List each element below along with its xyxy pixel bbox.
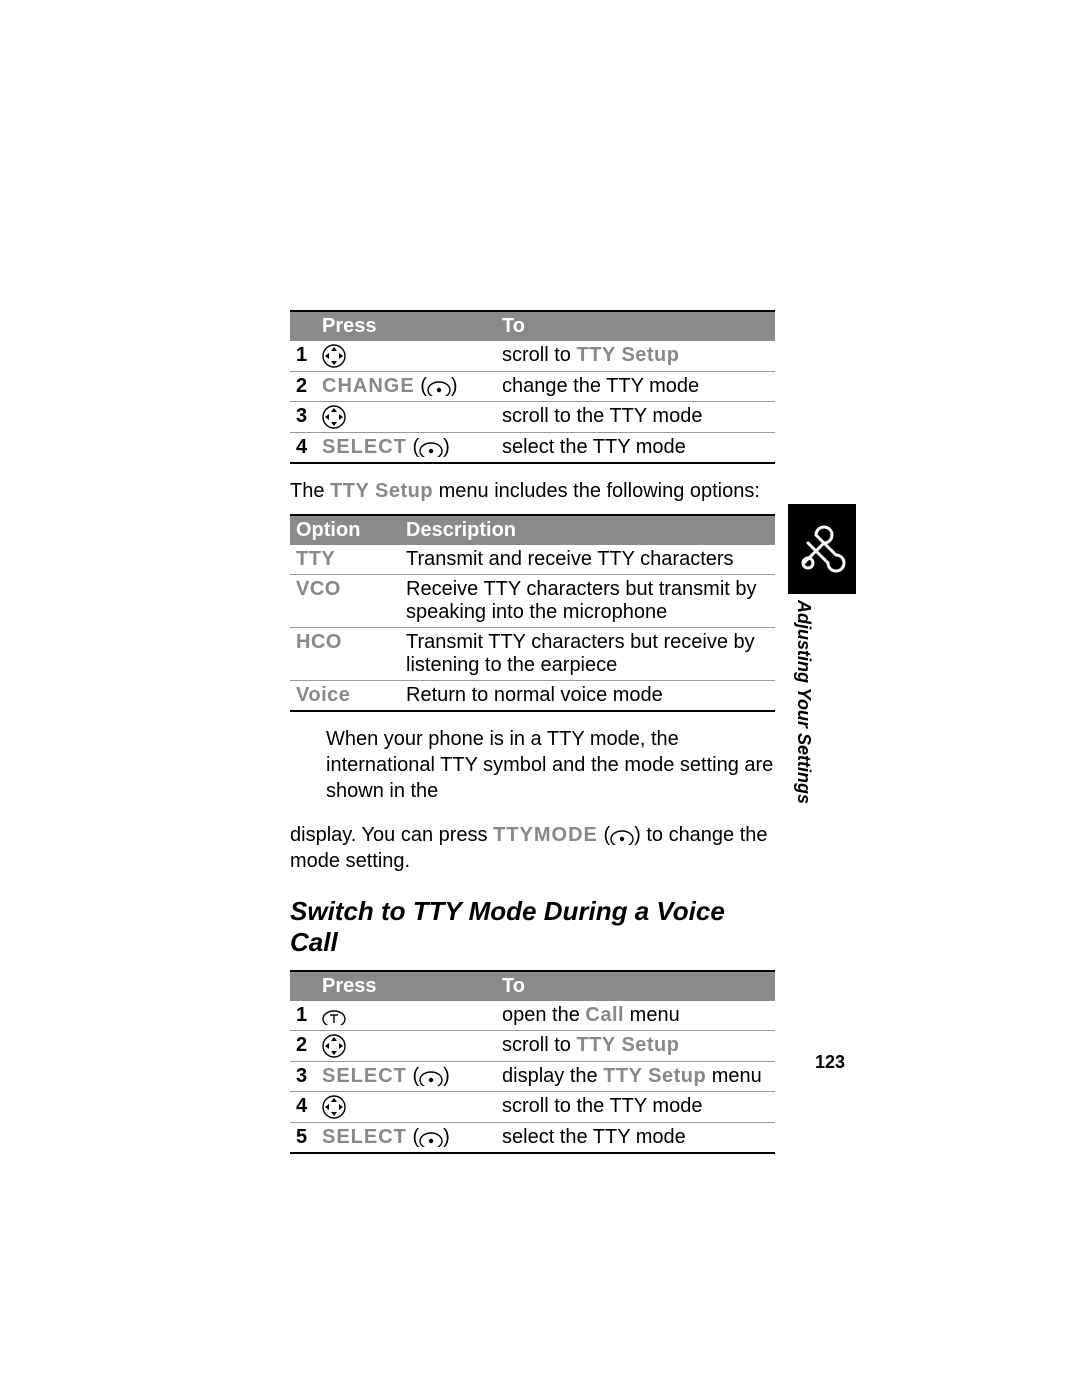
table-row: 3 SELECT () display the TTY Setup menu (290, 1062, 775, 1092)
to-cell: change the TTY mode (496, 372, 775, 402)
nav-4way-icon (322, 344, 346, 368)
softkey-dot-icon (419, 1129, 443, 1147)
to-cell: scroll to TTY Setup (496, 1031, 775, 1062)
press-cell: SELECT () (316, 1123, 496, 1154)
intro-paragraph: The TTY Setup menu includes the followin… (290, 478, 775, 504)
header-press: Press (316, 311, 496, 341)
table-row: Voice Return to normal voice mode (290, 681, 775, 712)
top-key-icon (322, 1007, 346, 1025)
press-cell (316, 402, 496, 433)
to-cell: display the TTY Setup menu (496, 1062, 775, 1092)
description-cell: Transmit TTY characters but receive by l… (400, 628, 775, 681)
to-cell: scroll to TTY Setup (496, 341, 775, 372)
header-to: To (496, 971, 775, 1001)
softkey-dot-icon (427, 378, 451, 396)
nav-4way-icon (322, 1095, 346, 1119)
press-to-table-2: Press To 1 open the Call menu 2 scroll t… (290, 970, 775, 1154)
table-row: 4 SELECT () select the TTY mode (290, 433, 775, 464)
header-option: Option (290, 515, 400, 545)
to-cell: open the Call menu (496, 1001, 775, 1031)
option-cell: TTY (290, 545, 400, 575)
step-number: 2 (290, 372, 316, 402)
table-row: VCO Receive TTY characters but transmit … (290, 575, 775, 628)
settings-tab-icon (788, 504, 856, 594)
nav-4way-icon (322, 1034, 346, 1058)
table-row: 3 scroll to the TTY mode (290, 402, 775, 433)
header-press: Press (316, 971, 496, 1001)
table-row: 4 scroll to the TTY mode (290, 1092, 775, 1123)
option-cell: HCO (290, 628, 400, 681)
press-to-table-1: Press To 1 scroll to TTY Setup 2 CHANGE … (290, 310, 775, 464)
to-cell: select the TTY mode (496, 433, 775, 464)
table-header-row: Press To (290, 311, 775, 341)
table-row: 2 scroll to TTY Setup (290, 1031, 775, 1062)
press-cell (316, 1001, 496, 1031)
step-number: 4 (290, 1092, 316, 1123)
table-row: 1 scroll to TTY Setup (290, 341, 775, 372)
body-paragraph-line1: When your phone is in a TTY mode, the in… (326, 726, 775, 804)
table-header-row: Press To (290, 971, 775, 1001)
table-row: TTY Transmit and receive TTY characters (290, 545, 775, 575)
press-cell (316, 1092, 496, 1123)
press-cell: SELECT () (316, 1062, 496, 1092)
option-description-table: Option Description TTY Transmit and rece… (290, 514, 775, 712)
description-cell: Return to normal voice mode (400, 681, 775, 712)
table-row: 2 CHANGE () change the TTY mode (290, 372, 775, 402)
softkey-dot-icon (419, 439, 443, 457)
table-row: 1 open the Call menu (290, 1001, 775, 1031)
table-row: HCO Transmit TTY characters but receive … (290, 628, 775, 681)
softkey-dot-icon (419, 1068, 443, 1086)
to-cell: scroll to the TTY mode (496, 1092, 775, 1123)
section-heading: Switch to TTY Mode During a Voice Call (290, 896, 775, 958)
step-number: 2 (290, 1031, 316, 1062)
nav-4way-icon (322, 405, 346, 429)
press-cell: SELECT () (316, 433, 496, 464)
step-number: 1 (290, 341, 316, 372)
step-number: 4 (290, 433, 316, 464)
press-cell: CHANGE () (316, 372, 496, 402)
table-header-row: Option Description (290, 515, 775, 545)
press-cell (316, 341, 496, 372)
step-number: 5 (290, 1123, 316, 1154)
header-description: Description (400, 515, 775, 545)
option-cell: Voice (290, 681, 400, 712)
table-row: 5 SELECT () select the TTY mode (290, 1123, 775, 1154)
option-cell: VCO (290, 575, 400, 628)
press-cell (316, 1031, 496, 1062)
description-cell: Receive TTY characters but transmit by s… (400, 575, 775, 628)
body-paragraph-line2: display. You can press TTYMODE () to cha… (290, 822, 775, 874)
to-cell: select the TTY mode (496, 1123, 775, 1154)
section-side-label: Adjusting Your Settings (793, 600, 814, 804)
wrench-icon (798, 525, 846, 573)
page-number: 123 (815, 1052, 845, 1073)
softkey-dot-icon (610, 827, 634, 845)
to-cell: scroll to the TTY mode (496, 402, 775, 433)
step-number: 3 (290, 1062, 316, 1092)
description-cell: Transmit and receive TTY characters (400, 545, 775, 575)
step-number: 1 (290, 1001, 316, 1031)
step-number: 3 (290, 402, 316, 433)
header-to: To (496, 311, 775, 341)
